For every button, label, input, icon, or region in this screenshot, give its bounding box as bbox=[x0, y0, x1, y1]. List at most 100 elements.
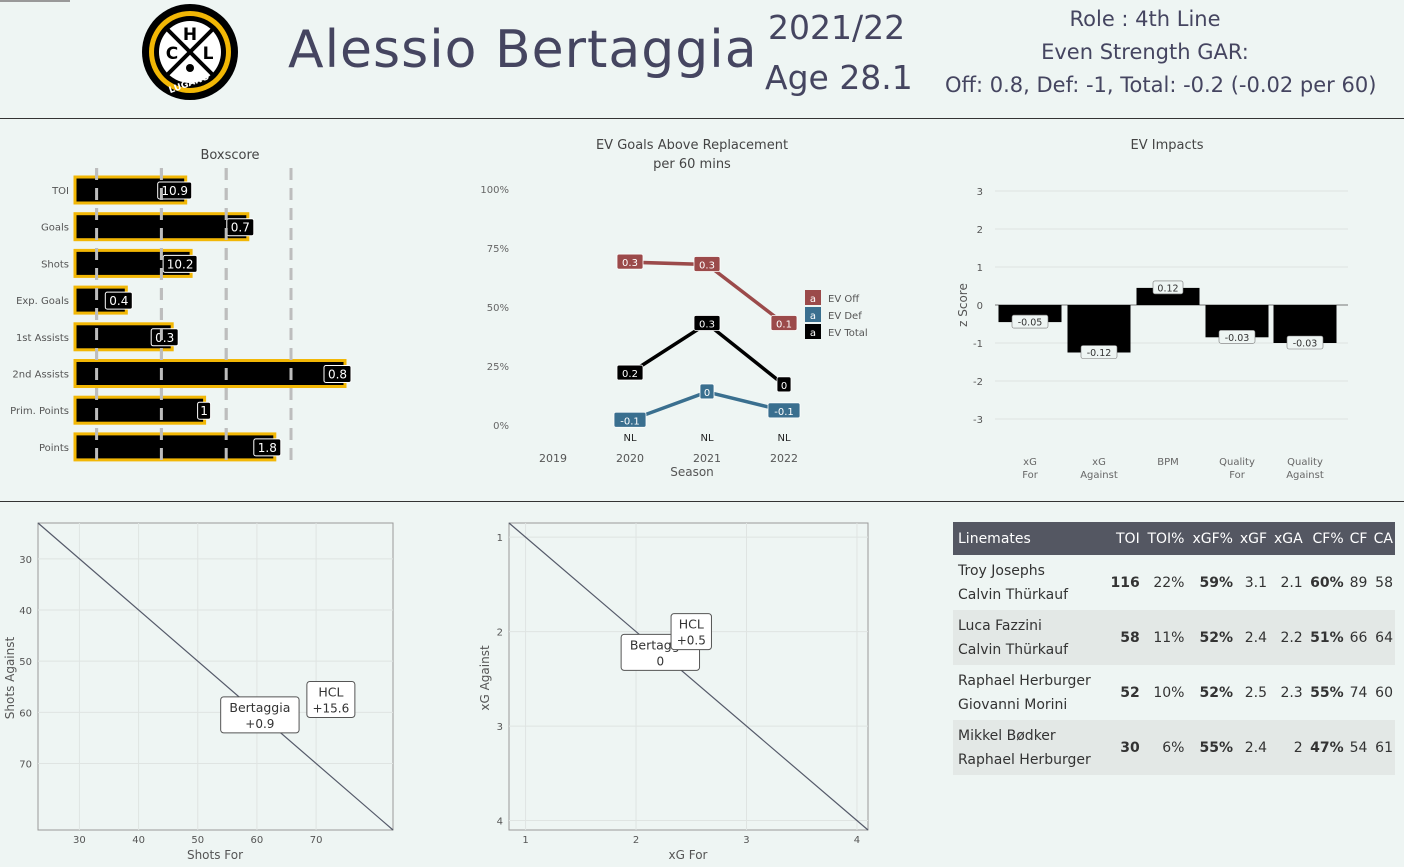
cell-xgf: 3.1 bbox=[1244, 574, 1268, 591]
cell-ca: 61 bbox=[1369, 720, 1395, 775]
ev-gar-point-box bbox=[767, 402, 801, 419]
ev-gar-point-box bbox=[776, 376, 792, 393]
ev-impacts-category-label: Quality bbox=[1287, 457, 1323, 468]
ev-gar-point-box bbox=[770, 315, 798, 331]
ev-gar-point-box bbox=[693, 315, 721, 331]
boxscore-value-box bbox=[157, 181, 193, 200]
ev-gar-legend-key-letter: a bbox=[810, 294, 816, 305]
cell-toi: 116 bbox=[1110, 574, 1140, 591]
scatter-x-tick: 1 bbox=[522, 835, 528, 846]
ev-gar-league-label: NL bbox=[623, 433, 636, 444]
ev-impacts-category-label: xG bbox=[1023, 457, 1037, 468]
scatter-y-tick: 70 bbox=[19, 759, 32, 770]
boxscore-category-label: Exp. Goals bbox=[16, 296, 69, 307]
role-info: Role : 4th Line Even Strength GAR: Off: … bbox=[945, 3, 1376, 102]
ev-impacts-value-label: -0.03 bbox=[1225, 333, 1250, 344]
scatter-diagonal bbox=[508, 522, 869, 831]
boxscore-value-label: 0.7 bbox=[231, 221, 250, 235]
ev-impacts-value-box bbox=[1218, 330, 1256, 344]
ev-gar-legend-key bbox=[805, 324, 821, 339]
cell-xgf-pct: 59% bbox=[1199, 574, 1233, 591]
player-name: Alessio Bertaggia bbox=[288, 20, 758, 80]
scatter-x-tick: 60 bbox=[251, 835, 264, 846]
col-xgf-pct: xGF% bbox=[1186, 522, 1235, 555]
scatter-point-label-box bbox=[670, 613, 712, 651]
ev-gar-point-box bbox=[616, 253, 644, 270]
ev-impacts-category-label: Against bbox=[1286, 470, 1324, 481]
xg-scatter-ylabel: xG Against bbox=[478, 645, 492, 711]
ev-gar-x-tick: 2021 bbox=[693, 452, 721, 465]
boxscore-value-label: 1.8 bbox=[258, 441, 277, 455]
cell-cf-pct: 51% bbox=[1304, 610, 1346, 665]
scatter-point-value: +0.5 bbox=[677, 634, 706, 648]
cell-xgf: 2.5 bbox=[1244, 684, 1268, 701]
boxscore-category-label: Shots bbox=[41, 259, 69, 270]
ev-impacts-title: EV Impacts bbox=[1131, 138, 1204, 153]
linemates-title: Linemates bbox=[953, 522, 1106, 555]
ev-gar-point-label: 0.3 bbox=[699, 261, 715, 272]
cell-xgf: 2.4 bbox=[1235, 610, 1270, 665]
ev-impacts-value-box bbox=[1080, 345, 1118, 359]
boxscore-value-box bbox=[162, 254, 198, 273]
boxscore-category-label: Prim. Points bbox=[10, 406, 69, 417]
ev-gar-point-label: 0.1 bbox=[776, 320, 792, 331]
ev-gar-legend-label: EV Def bbox=[828, 311, 862, 322]
scatter-frame bbox=[508, 522, 869, 831]
boxscore-title: Boxscore bbox=[200, 148, 259, 163]
ev-impacts-value-label: -0.05 bbox=[1018, 318, 1043, 329]
cell-cf: 74 bbox=[1349, 684, 1368, 701]
ev-gar-point-box bbox=[616, 364, 644, 381]
boxscore-value-box bbox=[150, 328, 179, 347]
ev-gar-point-label: 0.2 bbox=[622, 369, 638, 380]
col-ca: CA bbox=[1369, 522, 1395, 555]
logo-letter-c: C bbox=[166, 44, 178, 64]
boxscore-category-label: TOI bbox=[51, 186, 69, 197]
scatter-x-tick: 3 bbox=[743, 835, 749, 846]
ev-gar-point-label: 0 bbox=[704, 388, 710, 399]
linemate-name: Calvin Thürkauf bbox=[958, 586, 1069, 603]
ev-impacts-y-tick: -2 bbox=[973, 377, 983, 388]
ev-impacts-category-label: Against bbox=[1080, 470, 1118, 481]
linemate-name: Calvin Thürkauf bbox=[958, 641, 1069, 658]
ev-gar-point-box bbox=[693, 256, 721, 272]
ev-impacts-y-tick: -3 bbox=[973, 415, 983, 426]
col-cf: CF bbox=[1345, 522, 1370, 555]
cell-xga: 2.1 bbox=[1280, 574, 1303, 591]
ev-gar-legend-key bbox=[805, 290, 821, 305]
table-row: Raphael Herburger Giovanni Morini 52 10% … bbox=[953, 665, 1395, 720]
ev-gar-point-label: -0.1 bbox=[774, 407, 794, 418]
shots-scatter-ylabel: Shots Against bbox=[3, 637, 17, 720]
ev-gar-legend-label: EV Off bbox=[828, 294, 860, 305]
xg-scatter-xlabel: xG For bbox=[669, 848, 708, 862]
col-toi: TOI bbox=[1105, 522, 1142, 555]
ev-gar-y-tick: 75% bbox=[487, 244, 509, 255]
cell-xgf-pct: 55% bbox=[1186, 720, 1235, 775]
linemate-name: Raphael Herburger bbox=[958, 672, 1091, 689]
ev-impacts-value-label: -0.03 bbox=[1293, 339, 1318, 350]
linemate-names: Mikkel Bødker Raphael Herburger bbox=[953, 720, 1106, 775]
ev-gar-x-tick: 2020 bbox=[616, 452, 644, 465]
ev-gar-y-tick: 100% bbox=[480, 185, 509, 196]
ev-gar-legend-label: EV Total bbox=[828, 328, 868, 339]
ev-impacts-value-label: 0.12 bbox=[1157, 283, 1178, 294]
col-toi-pct: TOI% bbox=[1141, 522, 1187, 555]
cell-ca: 64 bbox=[1369, 610, 1395, 665]
boxscore-value-label: 10.2 bbox=[167, 257, 194, 271]
scatter-point-value: +0.9 bbox=[245, 717, 274, 731]
col-cf-pct: CF% bbox=[1304, 522, 1346, 555]
cell-cf-pct: 60% bbox=[1310, 574, 1344, 591]
boxscore-value-box bbox=[226, 218, 255, 237]
team-logo: H C L LUGANO bbox=[142, 4, 238, 100]
cell-xgf-pct: 52% bbox=[1199, 684, 1233, 701]
cell-xga: 2.3 bbox=[1280, 684, 1303, 701]
ev-gar-xlabel: Season bbox=[670, 465, 714, 479]
ev-impacts-y-tick: -1 bbox=[973, 339, 983, 350]
ev-impacts-category-label: For bbox=[1229, 470, 1246, 481]
scatter-x-tick: 40 bbox=[132, 835, 145, 846]
ev-gar-legend-key bbox=[805, 307, 821, 322]
boxscore-category-label: 1st Assists bbox=[16, 333, 69, 344]
scatter-x-tick: 70 bbox=[310, 835, 323, 846]
linemates-header-row: Linemates TOI TOI% xGF% xGF xGA CF% CF C… bbox=[953, 522, 1395, 555]
header-divider bbox=[0, 118, 1404, 119]
ev-gar-point-box bbox=[699, 383, 715, 400]
